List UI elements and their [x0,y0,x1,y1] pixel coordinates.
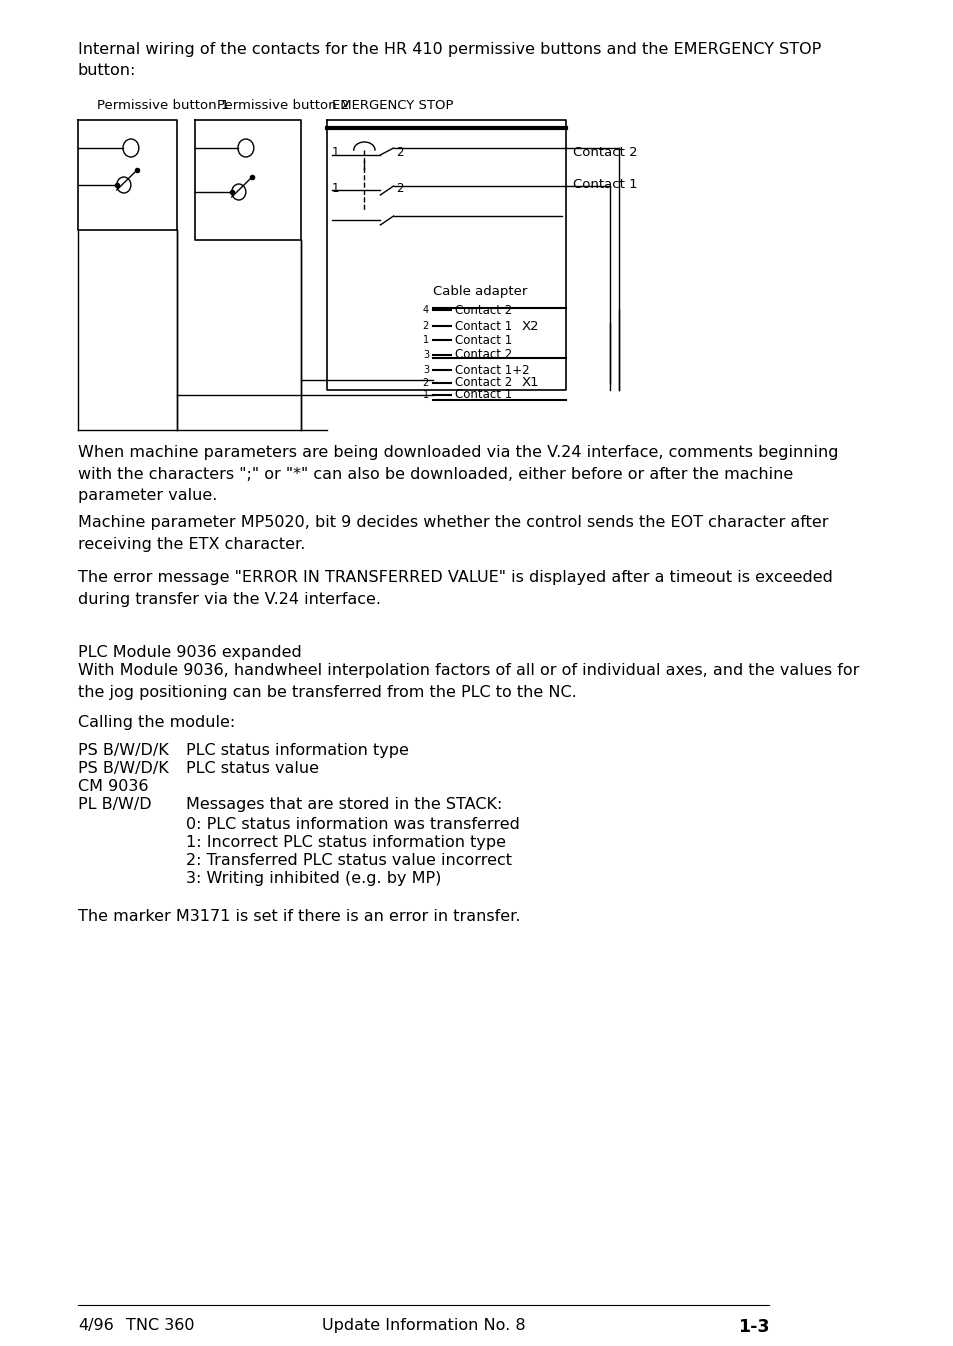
Text: Contact 1: Contact 1 [455,389,512,401]
Text: Contact 2: Contact 2 [455,303,512,316]
Text: Calling the module:: Calling the module: [78,715,234,730]
Text: Contact 1: Contact 1 [455,319,512,332]
Text: Contact 1+2: Contact 1+2 [455,363,530,377]
Text: PL B/W/D: PL B/W/D [78,797,152,812]
Text: 0: PLC status information was transferred: 0: PLC status information was transferre… [186,817,519,832]
Text: Contact 1: Contact 1 [455,334,512,346]
Text: 4/96: 4/96 [78,1318,113,1333]
Text: 1: 1 [422,390,429,400]
Text: PLC Module 9036 expanded: PLC Module 9036 expanded [78,645,301,660]
Text: When machine parameters are being downloaded via the V.24 interface, comments be: When machine parameters are being downlo… [78,446,838,503]
Text: 3: 3 [422,350,429,359]
Text: Update Information No. 8: Update Information No. 8 [321,1318,525,1333]
Text: PS B/W/D/K: PS B/W/D/K [78,743,169,758]
Text: Contact 2: Contact 2 [455,349,512,362]
Text: X2: X2 [521,319,538,332]
Text: PS B/W/D/K: PS B/W/D/K [78,760,169,777]
Text: Contact 1: Contact 1 [573,179,638,191]
Text: 1: 1 [422,335,429,345]
Text: 2: 2 [422,378,429,388]
Text: 1: Incorrect PLC status information type: 1: Incorrect PLC status information type [186,835,505,851]
Text: CM 9036: CM 9036 [78,779,148,794]
Text: Contact 2: Contact 2 [573,145,638,159]
Text: EMERGENCY STOP: EMERGENCY STOP [332,100,453,112]
Text: Permissive button 1: Permissive button 1 [97,100,230,112]
Text: Contact 2: Contact 2 [455,377,512,389]
Text: Messages that are stored in the STACK:: Messages that are stored in the STACK: [186,797,501,812]
Text: 4: 4 [422,306,429,315]
Text: X1: X1 [521,377,538,389]
Text: Machine parameter MP5020, bit 9 decides whether the control sends the EOT charac: Machine parameter MP5020, bit 9 decides … [78,516,827,552]
Text: 3: 3 [422,365,429,376]
Text: Internal wiring of the contacts for the HR 410 permissive buttons and the EMERGE: Internal wiring of the contacts for the … [78,42,821,78]
Text: 1-3: 1-3 [738,1318,769,1337]
Text: 2: 2 [395,182,403,195]
Text: PLC status information type: PLC status information type [186,743,408,758]
Text: Cable adapter: Cable adapter [433,285,527,297]
Text: Permissive button 2: Permissive button 2 [216,100,349,112]
Text: PLC status value: PLC status value [186,760,318,777]
Text: 2: 2 [422,320,429,331]
Text: 1: 1 [332,182,339,195]
Text: The error message "ERROR IN TRANSFERRED VALUE" is displayed after a timeout is e: The error message "ERROR IN TRANSFERRED … [78,569,832,607]
Text: 2: Transferred PLC status value incorrect: 2: Transferred PLC status value incorrec… [186,853,511,868]
Text: With Module 9036, handwheel interpolation factors of all or of individual axes, : With Module 9036, handwheel interpolatio… [78,664,859,700]
Text: 2: 2 [395,145,403,159]
Text: TNC 360: TNC 360 [127,1318,194,1333]
Text: 1: 1 [332,145,339,159]
Text: 3: Writing inhibited (e.g. by MP): 3: Writing inhibited (e.g. by MP) [186,871,440,886]
Text: The marker M3171 is set if there is an error in transfer.: The marker M3171 is set if there is an e… [78,909,519,923]
